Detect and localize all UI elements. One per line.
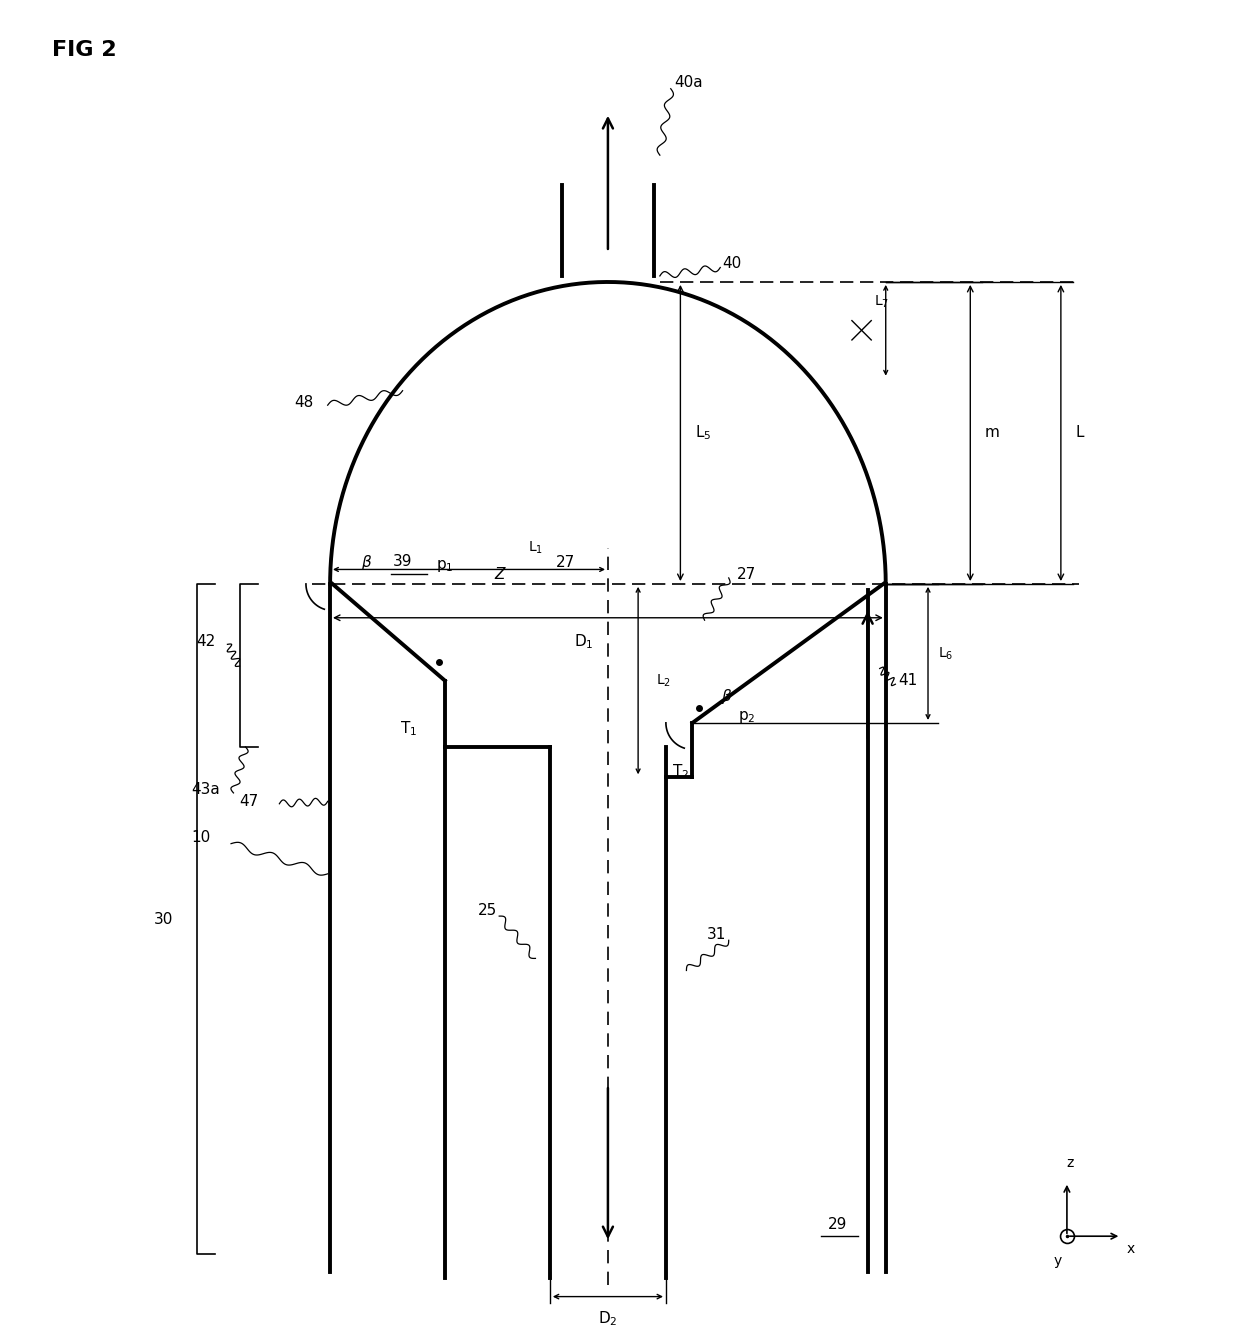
Text: 39: 39	[393, 555, 413, 570]
Text: 30: 30	[154, 912, 174, 928]
Text: 31: 31	[707, 927, 727, 941]
Text: x: x	[1127, 1242, 1135, 1257]
Text: y: y	[1053, 1254, 1061, 1269]
Text: 47: 47	[239, 794, 259, 809]
Text: p$_2$: p$_2$	[738, 709, 755, 725]
Text: 27: 27	[556, 555, 575, 570]
Text: L$_2$: L$_2$	[656, 673, 671, 689]
Text: Z: Z	[494, 567, 505, 582]
Text: FIG 2: FIG 2	[52, 40, 117, 60]
Text: D$_2$: D$_2$	[598, 1309, 618, 1328]
Text: m: m	[985, 425, 999, 440]
Text: 27: 27	[738, 567, 756, 582]
Text: 48: 48	[294, 396, 314, 410]
Text: L$_7$: L$_7$	[874, 294, 889, 310]
Text: 40a: 40a	[675, 75, 703, 90]
Text: 10: 10	[191, 830, 211, 845]
Text: L$_1$: L$_1$	[528, 540, 543, 556]
Text: 40: 40	[723, 257, 742, 271]
Text: 43a: 43a	[191, 782, 219, 797]
Text: 25: 25	[477, 902, 497, 917]
Text: L$_6$: L$_6$	[937, 646, 954, 662]
Text: p$_1$: p$_1$	[436, 558, 454, 574]
Text: 41: 41	[898, 673, 918, 689]
Text: z: z	[1066, 1155, 1074, 1170]
Text: L: L	[1075, 425, 1084, 440]
Text: β: β	[722, 689, 732, 703]
Text: β: β	[362, 555, 371, 570]
Text: 29: 29	[828, 1217, 847, 1231]
Text: 42: 42	[196, 635, 216, 650]
Text: D$_1$: D$_1$	[574, 632, 594, 651]
Text: T$_2$: T$_2$	[672, 762, 689, 781]
Text: T$_1$: T$_1$	[401, 719, 417, 738]
Text: L$_5$: L$_5$	[694, 424, 712, 443]
